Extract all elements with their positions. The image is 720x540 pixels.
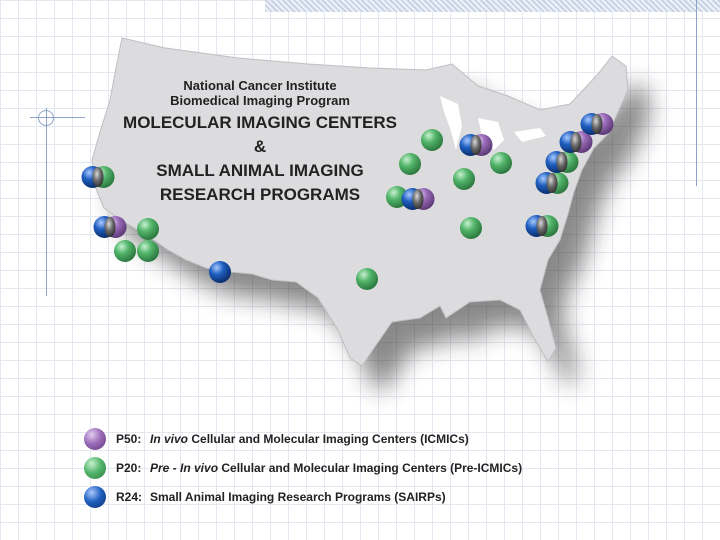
- legend-code: P50:: [116, 431, 142, 446]
- marker-overlap: [104, 217, 116, 237]
- r24-marker-icon: [84, 485, 106, 508]
- marker-tennessee: [460, 217, 482, 239]
- marker-california-p20-2: [114, 240, 136, 262]
- marker-overlap: [470, 135, 482, 155]
- p20-site-marker: [453, 168, 475, 190]
- marker-texas: [356, 268, 378, 290]
- marker-overlap: [546, 173, 558, 193]
- r24-site-marker: [209, 261, 231, 283]
- p20-site-marker: [137, 218, 159, 240]
- legend-row-p20: P20: Pre - In vivo Cellular and Molecula…: [84, 453, 564, 482]
- subtitle-line-3: SMALL ANIMAL IMAGING: [156, 161, 364, 180]
- p20-site-marker: [114, 240, 136, 262]
- site-markers: [81, 113, 614, 290]
- marker-california-p20-3: [137, 240, 159, 262]
- subtitle-line-2: &: [253, 137, 267, 156]
- marker-overlap: [570, 132, 582, 152]
- p50-marker-icon: [84, 427, 106, 450]
- marker-north-carolina: [525, 215, 559, 237]
- decorative-top-band: [265, 0, 720, 12]
- marker-overlap: [92, 167, 104, 187]
- marker-overlap: [412, 189, 424, 209]
- marker-pennsylvania: [545, 151, 579, 173]
- p20-site-marker: [421, 129, 443, 151]
- legend-desc: Cellular and Molecular Imaging Centers (…: [218, 460, 523, 475]
- decorative-circle: [38, 110, 54, 126]
- marker-overlap: [591, 114, 603, 134]
- legend-desc: Small Animal Imaging Research Programs (…: [150, 489, 446, 504]
- marker-california-p20-1: [137, 218, 159, 240]
- marker-overlap: [556, 152, 568, 172]
- marker-missouri: [401, 188, 435, 210]
- legend-row-p50: P50: In vivo Cellular and Molecular Imag…: [84, 424, 564, 453]
- marker-indiana: [453, 168, 475, 190]
- subtitle-line-4: RESEARCH PROGRAMS: [159, 185, 361, 204]
- great-lakes: [440, 96, 546, 150]
- p20-marker-icon: [84, 456, 106, 479]
- marker-pacific-northwest: [81, 166, 115, 188]
- legend: P50: In vivo Cellular and Molecular Imag…: [84, 424, 564, 511]
- legend-desc: Cellular and Molecular Imaging Centers (…: [188, 431, 469, 446]
- marker-iowa: [399, 153, 421, 175]
- decorative-vertical-line: [46, 108, 47, 296]
- marker-minnesota: [421, 129, 443, 151]
- marker-boston: [580, 113, 614, 135]
- legend-italic: Pre - In vivo: [150, 460, 219, 475]
- title-line-1: National Cancer Institute: [183, 78, 337, 93]
- p20-site-marker: [460, 217, 482, 239]
- p20-site-marker: [137, 240, 159, 262]
- marker-new-york: [559, 131, 593, 153]
- title-line-2: Biomedical Imaging Program: [170, 93, 350, 108]
- subtitle-line-1: MOLECULAR IMAGING CENTERS: [123, 113, 397, 132]
- marker-mid-atlantic: [535, 172, 569, 194]
- marker-northern-california: [93, 216, 127, 238]
- legend-label: In vivo Cellular and Molecular Imaging C…: [150, 432, 469, 446]
- map-land: [91, 37, 629, 367]
- decorative-right-line: [696, 0, 697, 186]
- p20-site-marker: [356, 268, 378, 290]
- legend-code: P20:: [116, 460, 142, 475]
- legend-code: R24:: [116, 489, 143, 504]
- marker-chicago: [459, 134, 493, 156]
- legend-italic: In vivo: [150, 431, 189, 446]
- marker-michigan: [490, 152, 512, 174]
- decorative-horizontal-line: [30, 117, 85, 118]
- p20-site-marker: [399, 153, 421, 175]
- p20-site-marker: [490, 152, 512, 174]
- marker-arizona: [209, 261, 231, 283]
- legend-label: Pre - In vivo Cellular and Molecular Ima…: [150, 461, 522, 475]
- legend-row-r24: R24: Small Animal Imaging Research Progr…: [84, 482, 564, 511]
- legend-label: Small Animal Imaging Research Programs (…: [150, 490, 446, 504]
- marker-overlap: [536, 216, 548, 236]
- map-title-block: National Cancer Institute Biomedical Ima…: [120, 78, 400, 204]
